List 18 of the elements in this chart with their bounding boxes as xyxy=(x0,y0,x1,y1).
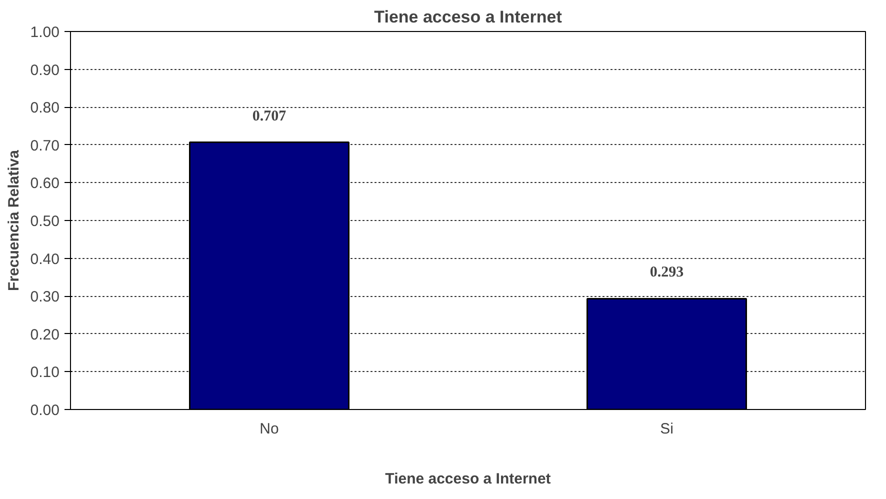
text: 0.60 xyxy=(30,175,60,192)
text: 1.00 xyxy=(30,24,60,41)
y-axis-title: Frecuencia Relativa xyxy=(5,149,22,291)
text: 0.30 xyxy=(30,288,60,306)
text: 0.40 xyxy=(30,250,60,268)
data-label: 0.293 xyxy=(650,264,684,281)
text: 0.20 xyxy=(30,326,60,344)
text: 0.80 xyxy=(30,100,60,117)
text: 0.70 xyxy=(30,137,60,154)
text: 0.00 xyxy=(30,402,60,419)
text: 0.10 xyxy=(30,364,60,382)
text: 0.90 xyxy=(30,62,60,79)
text: 0.50 xyxy=(30,213,60,230)
x-tick-label: No xyxy=(260,420,279,438)
x-axis-title: Tiene acceso a Internet xyxy=(385,470,551,488)
x-tick-label: Si xyxy=(660,420,674,438)
chart-title: Tiene acceso a Internet xyxy=(374,8,562,26)
data-label: 0.707 xyxy=(252,108,287,124)
